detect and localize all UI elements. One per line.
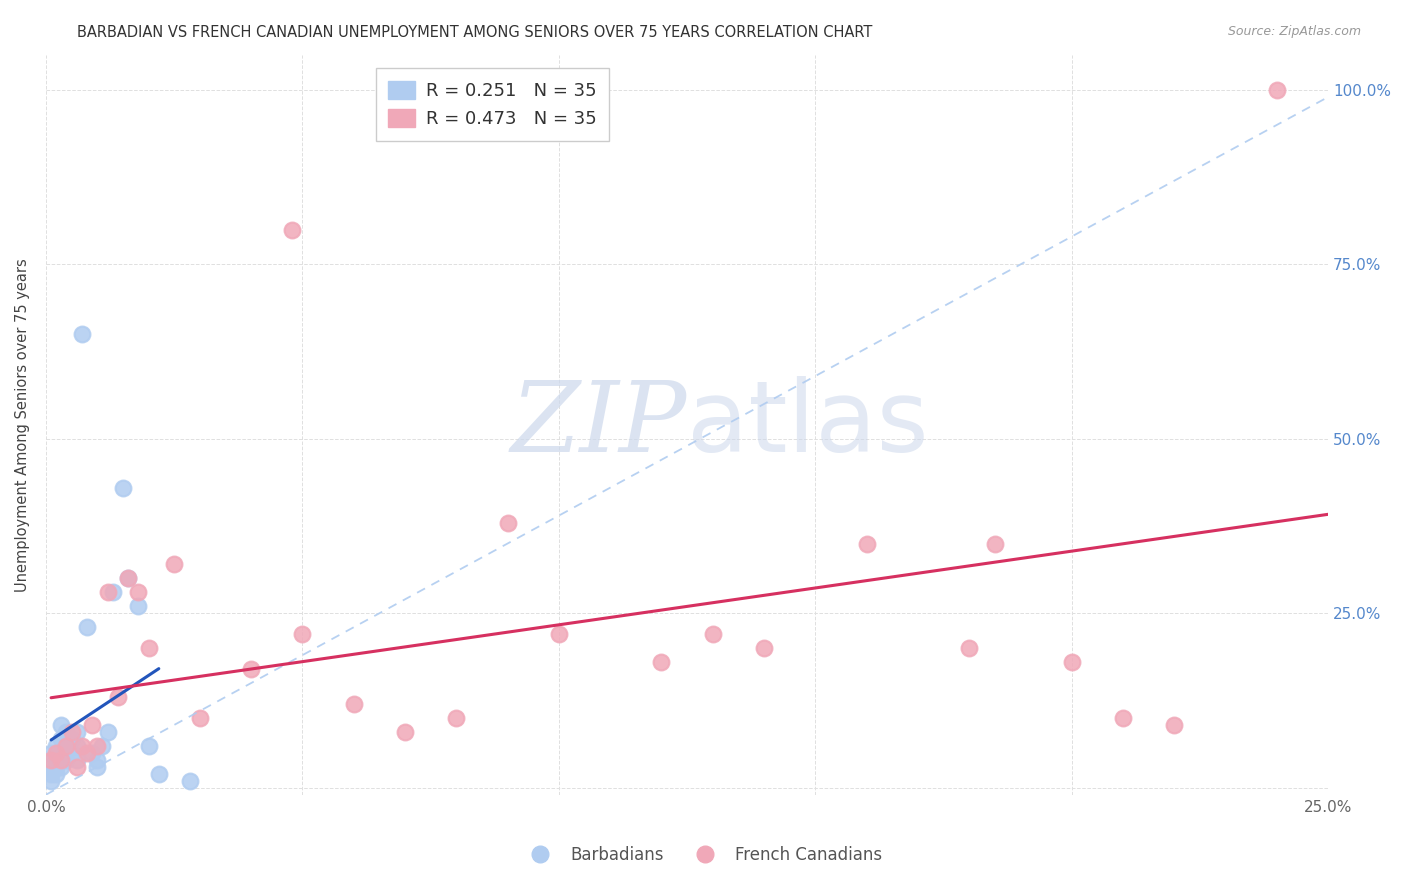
Point xyxy=(55,739,77,753)
Point xyxy=(76,746,98,760)
Point xyxy=(1265,83,1288,97)
Point xyxy=(39,753,62,767)
Point xyxy=(39,773,62,788)
Point xyxy=(51,753,73,767)
Point xyxy=(127,599,149,614)
Point xyxy=(957,641,980,656)
Point xyxy=(1163,718,1185,732)
Point xyxy=(107,690,129,704)
Point xyxy=(752,641,775,656)
Point xyxy=(55,753,77,767)
Point xyxy=(45,746,67,760)
Point xyxy=(117,571,139,585)
Legend: Barbadians, French Canadians: Barbadians, French Canadians xyxy=(517,839,889,871)
Point xyxy=(394,725,416,739)
Point xyxy=(148,766,170,780)
Point xyxy=(60,725,83,739)
Point xyxy=(91,739,114,753)
Point xyxy=(117,571,139,585)
Point xyxy=(101,585,124,599)
Point xyxy=(45,760,67,774)
Point xyxy=(66,739,89,753)
Y-axis label: Unemployment Among Seniors over 75 years: Unemployment Among Seniors over 75 years xyxy=(15,258,30,591)
Point xyxy=(60,731,83,746)
Legend: R = 0.251   N = 35, R = 0.473   N = 35: R = 0.251 N = 35, R = 0.473 N = 35 xyxy=(375,68,609,141)
Point xyxy=(70,739,93,753)
Text: atlas: atlas xyxy=(688,376,929,474)
Point xyxy=(55,739,77,753)
Point xyxy=(281,222,304,236)
Point xyxy=(86,760,108,774)
Point xyxy=(855,536,877,550)
Point xyxy=(60,746,83,760)
Point xyxy=(39,760,62,774)
Point xyxy=(138,641,160,656)
Point xyxy=(82,746,104,760)
Point xyxy=(76,620,98,634)
Point xyxy=(86,739,108,753)
Point xyxy=(650,655,672,669)
Point xyxy=(496,516,519,530)
Point xyxy=(1060,655,1083,669)
Point xyxy=(291,627,314,641)
Point xyxy=(45,766,67,780)
Point xyxy=(240,662,263,676)
Point xyxy=(127,585,149,599)
Point xyxy=(179,773,201,788)
Point xyxy=(66,725,89,739)
Point xyxy=(45,753,67,767)
Point xyxy=(70,327,93,342)
Text: ZIP: ZIP xyxy=(510,377,688,473)
Point xyxy=(96,725,118,739)
Point xyxy=(188,711,211,725)
Point xyxy=(51,731,73,746)
Point xyxy=(702,627,724,641)
Point xyxy=(343,697,366,711)
Point xyxy=(51,753,73,767)
Point xyxy=(55,725,77,739)
Point xyxy=(163,558,186,572)
Point xyxy=(138,739,160,753)
Point xyxy=(66,753,89,767)
Point xyxy=(45,739,67,753)
Point xyxy=(82,718,104,732)
Point xyxy=(39,746,62,760)
Point xyxy=(86,753,108,767)
Point xyxy=(66,760,89,774)
Point xyxy=(1112,711,1135,725)
Point xyxy=(51,718,73,732)
Text: Source: ZipAtlas.com: Source: ZipAtlas.com xyxy=(1227,25,1361,38)
Text: BARBADIAN VS FRENCH CANADIAN UNEMPLOYMENT AMONG SENIORS OVER 75 YEARS CORRELATIO: BARBADIAN VS FRENCH CANADIAN UNEMPLOYMEN… xyxy=(77,25,873,40)
Point xyxy=(39,766,62,780)
Point xyxy=(111,481,134,495)
Point xyxy=(446,711,468,725)
Point xyxy=(547,627,569,641)
Point xyxy=(984,536,1007,550)
Point xyxy=(51,746,73,760)
Point xyxy=(51,760,73,774)
Point xyxy=(96,585,118,599)
